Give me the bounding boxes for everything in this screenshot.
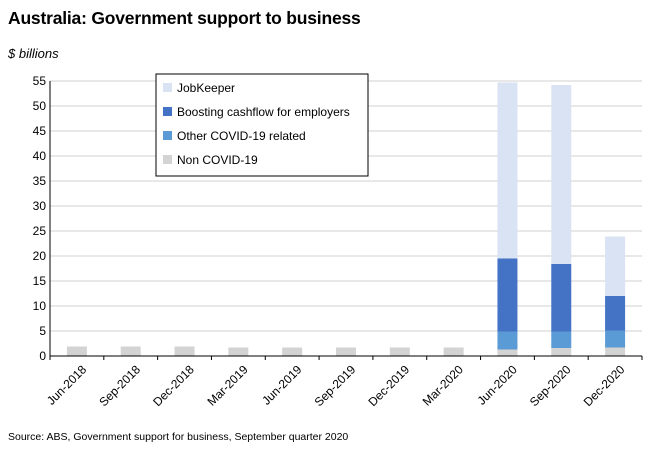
bar-segment bbox=[497, 258, 518, 332]
bar-segment bbox=[497, 82, 518, 259]
bar-segment bbox=[497, 349, 518, 356]
y-tick-label: 10 bbox=[33, 299, 47, 313]
bar-segment bbox=[605, 330, 626, 348]
legend-label: Other COVID-19 related bbox=[177, 129, 306, 143]
legend: JobKeeper Boosting cashflow for employers… bbox=[155, 73, 369, 177]
x-tick-label: Mar-2020 bbox=[420, 362, 466, 408]
legend-swatch bbox=[163, 131, 172, 140]
y-tick-label: 0 bbox=[39, 349, 46, 363]
bar-segment bbox=[389, 347, 410, 356]
legend-label: Non COVID-19 bbox=[177, 153, 258, 167]
axes bbox=[49, 81, 643, 360]
bars bbox=[66, 82, 626, 356]
bar-segment bbox=[551, 85, 572, 264]
chart-title: Australia: Government support to busines… bbox=[8, 8, 361, 28]
y-tick-label: 30 bbox=[33, 199, 47, 213]
bar-segment bbox=[605, 236, 626, 296]
x-tick-label: Dec-2019 bbox=[365, 362, 412, 409]
x-tick-label: Sep-2020 bbox=[527, 362, 574, 409]
legend-swatch bbox=[163, 83, 172, 92]
x-tick-label: Sep-2018 bbox=[96, 362, 143, 409]
x-tick-label: Mar-2019 bbox=[204, 362, 250, 408]
x-tick-label: Dec-2020 bbox=[581, 362, 628, 409]
y-tick-label: 55 bbox=[33, 74, 47, 88]
y-tick-label: 5 bbox=[39, 324, 46, 338]
bar-segment bbox=[174, 346, 195, 356]
bar-segment bbox=[336, 347, 356, 356]
bar-segment bbox=[551, 264, 572, 332]
bar-segment bbox=[66, 346, 87, 356]
y-axis-unit-label: $ billions bbox=[8, 46, 59, 61]
x-tick-label: Jun-2019 bbox=[259, 362, 305, 408]
x-tick-label: Jun-2018 bbox=[44, 362, 90, 408]
legend-box bbox=[155, 73, 369, 177]
legend-swatch bbox=[163, 107, 172, 116]
legend-swatch bbox=[163, 155, 172, 164]
bar-segment bbox=[605, 296, 626, 331]
y-tick-labels: 0 5 10 15 20 25 30 35 40 45 50 55 bbox=[33, 74, 47, 363]
bar-segment bbox=[497, 331, 518, 350]
y-tick-label: 45 bbox=[33, 124, 47, 138]
bar-segment bbox=[605, 347, 626, 356]
y-tick-label: 20 bbox=[33, 249, 47, 263]
legend-label: JobKeeper bbox=[177, 81, 235, 95]
source-note: Source: ABS, Government support for busi… bbox=[8, 431, 349, 443]
y-tick-label: 15 bbox=[33, 274, 47, 288]
y-tick-label: 50 bbox=[33, 99, 47, 113]
bar-segment bbox=[551, 331, 572, 348]
y-tick-label: 25 bbox=[33, 224, 47, 238]
bar-segment bbox=[282, 347, 303, 356]
y-tick-label: 40 bbox=[33, 149, 47, 163]
x-tick-labels: Jun-2018 Sep-2018 Dec-2018 Mar-2019 Jun-2019… bbox=[44, 362, 628, 409]
bar-segment bbox=[551, 348, 572, 356]
x-tick-label: Dec-2018 bbox=[150, 362, 197, 409]
bar-segment bbox=[120, 346, 141, 356]
x-tick-label: Sep-2019 bbox=[312, 362, 359, 409]
x-tick-label: Jun-2020 bbox=[475, 362, 521, 408]
legend-label: Boosting cashflow for employers bbox=[177, 105, 350, 119]
bar-segment bbox=[443, 347, 464, 356]
bar-segment bbox=[228, 347, 249, 356]
y-tick-label: 35 bbox=[33, 174, 47, 188]
